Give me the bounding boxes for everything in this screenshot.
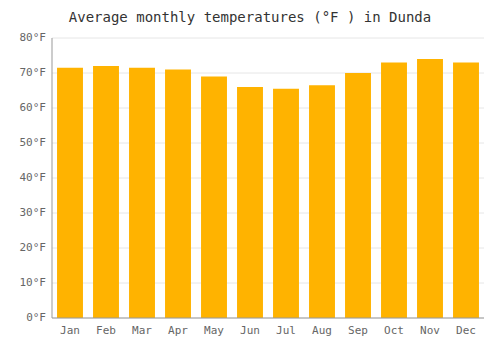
x-axis-line <box>52 318 484 319</box>
bar <box>201 77 227 319</box>
bar <box>273 89 299 318</box>
x-tick-label: Jul <box>276 324 296 337</box>
y-tick-label: 0°F <box>26 311 46 324</box>
y-axis-line <box>52 38 53 318</box>
bar <box>417 59 443 318</box>
x-tick-label: Apr <box>168 324 188 337</box>
y-tick-label: 50°F <box>20 136 47 149</box>
bar <box>93 66 119 318</box>
x-tick-label: Mar <box>132 324 152 337</box>
x-tick-label: Jan <box>60 324 80 337</box>
chart-container: 0°F 10°F 20°F 30°F 40°F 50°F 60°F 70°F 80°F Jan Fe… <box>0 0 500 350</box>
title: Average monthly temperatures (°F ) in Du… <box>69 9 431 25</box>
x-tick-label: Aug <box>312 324 332 337</box>
x-tick-label: Dec <box>456 324 476 337</box>
grid <box>52 38 484 318</box>
y-tick-label: 10°F <box>20 276 47 289</box>
x-tick-label: Oct <box>384 324 404 337</box>
y-tick-label: 40°F <box>20 171 47 184</box>
bar <box>453 63 479 319</box>
bar <box>129 68 155 318</box>
grid-line <box>52 318 484 319</box>
bars <box>57 59 479 318</box>
bar <box>309 85 335 318</box>
x-axis: Jan Feb Mar Apr May Jun Jul Aug Sep Oct Nov Dec <box>60 324 476 337</box>
y-tick-label: 80°F <box>20 31 47 44</box>
bar <box>345 73 371 318</box>
bar <box>57 68 83 318</box>
y-tick-label: 60°F <box>20 101 47 114</box>
chart: 0°F 10°F 20°F 30°F 40°F 50°F 60°F 70°F 80°F Jan Fe… <box>0 0 500 350</box>
y-tick-label: 30°F <box>20 206 47 219</box>
y-tick-label: 20°F <box>20 241 47 254</box>
y-tick-label: 70°F <box>20 66 47 79</box>
x-tick-label: Feb <box>96 324 116 337</box>
x-tick-label: Jun <box>240 324 260 337</box>
y-axis: 0°F 10°F 20°F 30°F 40°F 50°F 60°F 70°F 80°F <box>20 31 47 324</box>
x-tick-label: Nov <box>420 324 440 337</box>
bar <box>165 70 191 319</box>
bar <box>381 63 407 319</box>
x-tick-label: May <box>204 324 224 337</box>
grid-line <box>52 38 484 39</box>
x-tick-label: Sep <box>348 324 368 337</box>
bar <box>237 87 263 318</box>
